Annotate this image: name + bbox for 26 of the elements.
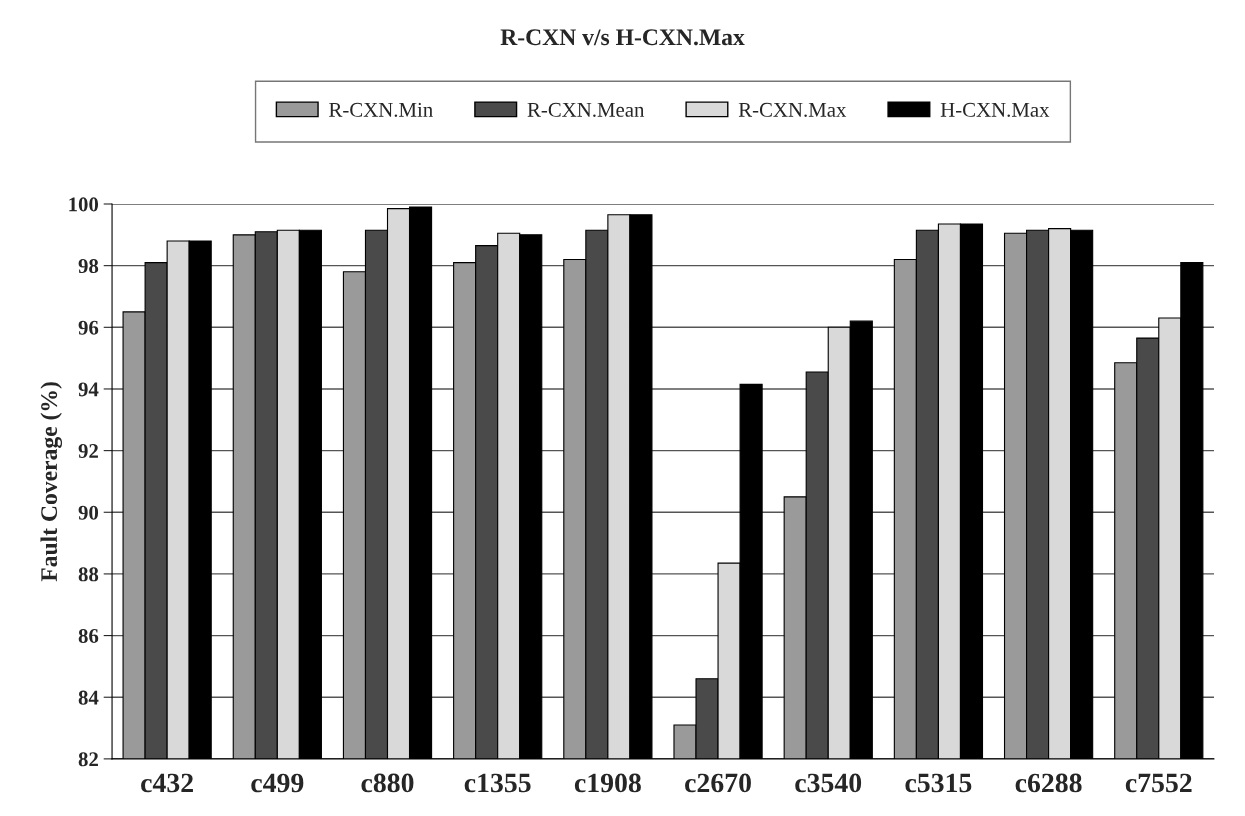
x-tick-label: c7552 (1125, 773, 1192, 793)
x-tick-label: c2670 (685, 773, 751, 793)
x-tick-label: c1355 (464, 773, 531, 793)
x-tick-label: c432 (141, 773, 193, 793)
x-tick-label: c499 (251, 773, 304, 793)
y-tick-label: 98 (78, 259, 99, 274)
x-tick-label: c1908 (574, 773, 641, 793)
y-tick-label: 90 (78, 505, 99, 520)
legend-label: R-CXN.Max (738, 102, 847, 117)
x-tick-label: c5315 (905, 773, 972, 793)
y-axis-title: Fault Coverage (%) (40, 382, 63, 582)
y-tick-label: 92 (78, 444, 98, 459)
legend-label: R-CXN.Mean (527, 102, 645, 117)
x-tick-label: c6288 (1015, 773, 1082, 793)
legend-label: R-CXN.Min (329, 102, 433, 117)
chart-title: R-CXN v/s H-CXN.Max (500, 29, 745, 46)
y-tick-label: 82 (78, 752, 98, 767)
legend-label: H-CXN.Max (940, 102, 1050, 117)
y-tick-label: 100 (69, 197, 99, 212)
y-tick-label: 96 (78, 320, 99, 335)
x-tick-label: c3540 (795, 773, 862, 793)
y-tick-label: 94 (78, 382, 99, 397)
y-tick-label: 86 (78, 628, 99, 644)
x-tick-label: c880 (361, 773, 414, 793)
y-tick-label: 84 (78, 690, 99, 705)
y-tick-label: 88 (78, 567, 99, 582)
